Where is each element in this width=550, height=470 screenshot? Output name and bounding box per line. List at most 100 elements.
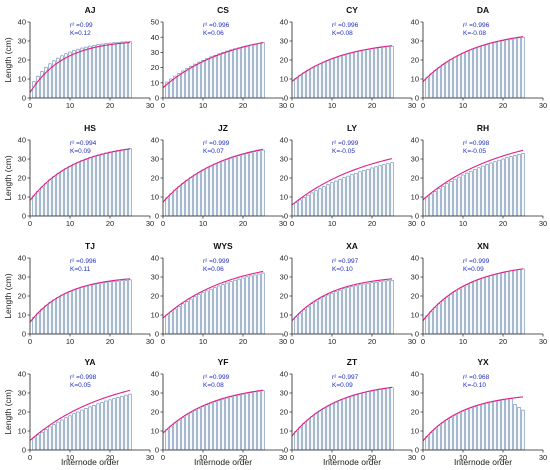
bar (205, 167, 209, 217)
bar (225, 159, 229, 217)
bar (374, 47, 378, 99)
bar (237, 155, 241, 217)
bar (32, 437, 36, 451)
x-tick-label: 30 (279, 453, 287, 462)
y-tick-label: 0 (284, 446, 288, 455)
x-tick-label: 0 (290, 337, 294, 346)
x-tick-label: 0 (161, 219, 165, 228)
x-tick-label: 30 (408, 453, 416, 462)
bar (92, 155, 96, 217)
bar (221, 160, 225, 217)
bar (509, 270, 513, 335)
bar (457, 176, 461, 217)
bar (64, 168, 68, 217)
bar (128, 41, 132, 99)
x-tick-label: 10 (199, 101, 207, 110)
x-tick-label: 20 (106, 101, 114, 110)
x-tick-label: 10 (66, 219, 74, 228)
bar (501, 158, 505, 217)
bar (318, 188, 322, 217)
bar (233, 279, 237, 335)
bar (124, 394, 128, 451)
y-tick-label: 40 (280, 136, 288, 145)
bar (116, 280, 120, 335)
y-tick-label: 0 (415, 94, 419, 103)
bar (56, 57, 60, 99)
bar (350, 286, 354, 335)
bar (294, 77, 298, 99)
bar (84, 285, 88, 335)
y-tick-label: 30 (411, 389, 419, 398)
x-tick-label: 10 (459, 337, 467, 346)
bar (314, 413, 318, 451)
bar (338, 289, 342, 335)
bar (382, 46, 386, 99)
y-tick-label: 20 (280, 174, 288, 183)
panel-aj: AJ 0 10 20 30 0 10 20 30 40 r² =0.99K=0.12 Length (… (3, 5, 154, 110)
bar (318, 410, 322, 451)
bar (338, 55, 342, 99)
bar (205, 58, 209, 99)
bar (84, 158, 88, 217)
bar (354, 285, 358, 335)
bar (390, 387, 394, 451)
bar (189, 177, 193, 217)
bar (489, 401, 493, 451)
bar (306, 194, 310, 217)
y-tick-label: 0 (22, 446, 26, 455)
bar (302, 423, 306, 451)
bar (257, 273, 261, 335)
bar (449, 417, 453, 451)
bar (461, 286, 465, 335)
bar (177, 419, 181, 451)
bar (76, 161, 80, 217)
y-tick-label: 0 (22, 212, 26, 221)
bar (80, 160, 84, 217)
bar (52, 176, 56, 217)
bar (225, 397, 229, 451)
y-tick-label: 40 (18, 370, 26, 379)
bar (378, 389, 382, 451)
bar (493, 161, 497, 217)
bar (181, 303, 185, 335)
bar (88, 45, 92, 99)
bar (493, 401, 497, 451)
x-tick-label: 20 (239, 219, 247, 228)
y-tick-label: 40 (280, 370, 288, 379)
bar (465, 172, 469, 217)
bar (205, 404, 209, 451)
bar (197, 294, 201, 335)
bar (229, 157, 233, 217)
bar (257, 42, 261, 99)
bar (92, 284, 96, 335)
bar (209, 165, 213, 217)
x-tick-label: 0 (421, 453, 425, 462)
y-tick-label: 10 (280, 75, 288, 84)
bar (52, 299, 56, 335)
y-tick-label: 20 (18, 408, 26, 417)
bar (342, 398, 346, 451)
bar (169, 193, 173, 217)
bar (306, 419, 310, 451)
x-tick-label: 0 (28, 101, 32, 110)
bar (241, 154, 245, 217)
k-annotation: K=0.11 (70, 266, 91, 273)
y-tick-label: 10 (411, 311, 419, 320)
panel-title: AJ (85, 5, 96, 15)
bar (326, 405, 330, 451)
bar (245, 45, 249, 99)
bar (334, 180, 338, 217)
bar (233, 48, 237, 99)
bar (382, 164, 386, 217)
bar (44, 183, 48, 217)
bar (84, 408, 88, 451)
r2-annotation: r² =0.996 (70, 258, 97, 265)
fit-curve (422, 36, 524, 83)
bar (330, 58, 334, 99)
bar (108, 151, 112, 217)
bar (433, 307, 437, 335)
y-tick-label: 40 (411, 370, 419, 379)
panel-title: YX (477, 357, 489, 367)
bar (298, 199, 302, 217)
k-annotation: K=0.06 (203, 266, 224, 273)
